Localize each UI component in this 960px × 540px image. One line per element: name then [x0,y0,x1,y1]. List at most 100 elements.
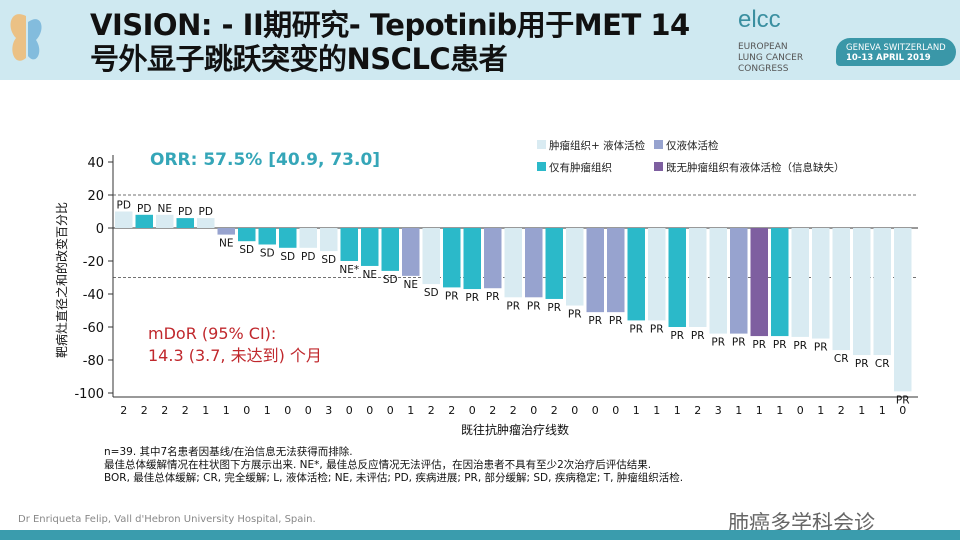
response-label: NE [363,269,378,281]
prior-lines-label: 2 [448,404,455,417]
bar [361,228,379,266]
response-label: PR [506,300,520,312]
response-label: PR [793,340,807,352]
response-label: PR [547,302,561,314]
response-label: PR [465,292,479,304]
response-label: PR [896,394,910,406]
bar [627,228,645,321]
prior-lines-label: 2 [838,404,845,417]
footer-bar [0,530,960,540]
prior-lines-label: 1 [879,404,886,417]
bar [709,228,727,334]
orr-annotation: ORR: 57.5% [40.9, 73.0] [150,150,380,170]
bar [320,228,338,252]
response-label: PD [178,206,192,218]
prior-lines-label: 1 [858,404,865,417]
bar [422,228,440,285]
bar [545,228,563,299]
response-label: PR [711,337,725,349]
location: GENEVA SWITZERLAND [846,43,946,53]
bar [504,228,522,298]
logo-sub-3: CONGRESS [738,64,789,74]
congress-location-badge: GENEVA SWITZERLAND 10-13 APRIL 2019 [836,38,956,66]
bar [279,228,297,248]
slide-title: VISION: - II期研究- Tepotinib用于MET 14 号外显子跳… [90,8,690,76]
response-label: PR [773,339,787,351]
response-label: NE [219,238,234,250]
y-tick-label: 40 [87,156,104,171]
prior-lines-label: 1 [264,404,271,417]
response-label: SD [321,254,336,266]
legend-label: 既无肿瘤组织有液体活检（信息缺失） [666,161,845,174]
y-tick-label: -20 [83,255,104,270]
dates: 10-13 APRIL 2019 [846,53,931,63]
butterfly-logo-icon [10,14,42,61]
response-label: PD [137,203,151,215]
response-label: SD [383,274,398,286]
y-axis-label: 靶病灶直径之和的改变百分比 [54,202,69,358]
legend-label: 肿瘤组织+ 液体活检 [549,139,646,152]
y-tick-label: -60 [83,321,104,336]
bar [217,228,235,235]
logo-sub-2: LUNG CANCER [738,53,804,63]
response-label: PR [609,315,623,327]
bar [894,228,912,392]
bar [873,228,891,356]
mdor-annotation-line1: mDoR (95% CI): [148,324,276,343]
response-label: SD [280,251,295,263]
prior-lines-label: 0 [899,404,906,417]
bar [648,228,666,321]
response-label: SD [424,287,439,299]
prior-lines-label: 2 [141,404,148,417]
bar [668,228,686,327]
prior-lines-label: 2 [182,404,189,417]
slide-header: VISION: - II期研究- Tepotinib用于MET 14 号外显子跳… [0,0,960,80]
logo-sub-1: EUROPEAN [738,42,788,52]
response-label: PR [486,291,500,303]
bar [689,228,707,327]
bar [197,218,215,228]
response-label: PD [301,251,315,263]
prior-lines-label: 1 [756,404,763,417]
prior-lines-label: 1 [633,404,640,417]
prior-lines-label: 0 [366,404,373,417]
title-line-1: VISION: - II期研究- Tepotinib用于MET 14 [90,8,690,42]
bar [730,228,748,334]
prior-lines-label: 1 [223,404,230,417]
response-label: PR [855,358,869,370]
bar [443,228,461,288]
y-tick-label: -80 [83,354,104,369]
bar [771,228,789,337]
response-label: PR [527,300,541,312]
response-label: CR [875,358,890,370]
response-label: SD [260,248,275,260]
bar [381,228,399,271]
bar [607,228,625,313]
response-label: NE* [339,264,359,276]
bar [853,228,871,356]
footnote-3: BOR, 最佳总体缓解; CR, 完全缓解; L, 液体活检; NE, 未评估;… [104,472,684,484]
y-tick-label: 20 [87,189,104,204]
response-label: PR [588,315,602,327]
bar [238,228,256,242]
prior-lines-label: 0 [571,404,578,417]
prior-lines-label: 0 [284,404,291,417]
bar [566,228,584,306]
prior-lines-label: 0 [346,404,353,417]
legend-swatch [537,140,546,149]
y-tick-label: 0 [96,222,104,237]
response-label: PR [670,330,684,342]
prior-lines-label: 3 [325,404,332,417]
bar [586,228,604,313]
title-line-2: 号外显子跳跃突变的NSCLC患者 [90,42,508,76]
bar [525,228,543,298]
bar [156,214,174,228]
bar [812,228,830,339]
response-label: PD [117,200,131,212]
bar [176,218,194,228]
mdor-annotation-line2: 14.3 (3.7, 未达到) 个月 [148,346,322,365]
response-label: NE [404,279,419,291]
prior-lines-label: 0 [243,404,250,417]
prior-lines-label: 1 [202,404,209,417]
